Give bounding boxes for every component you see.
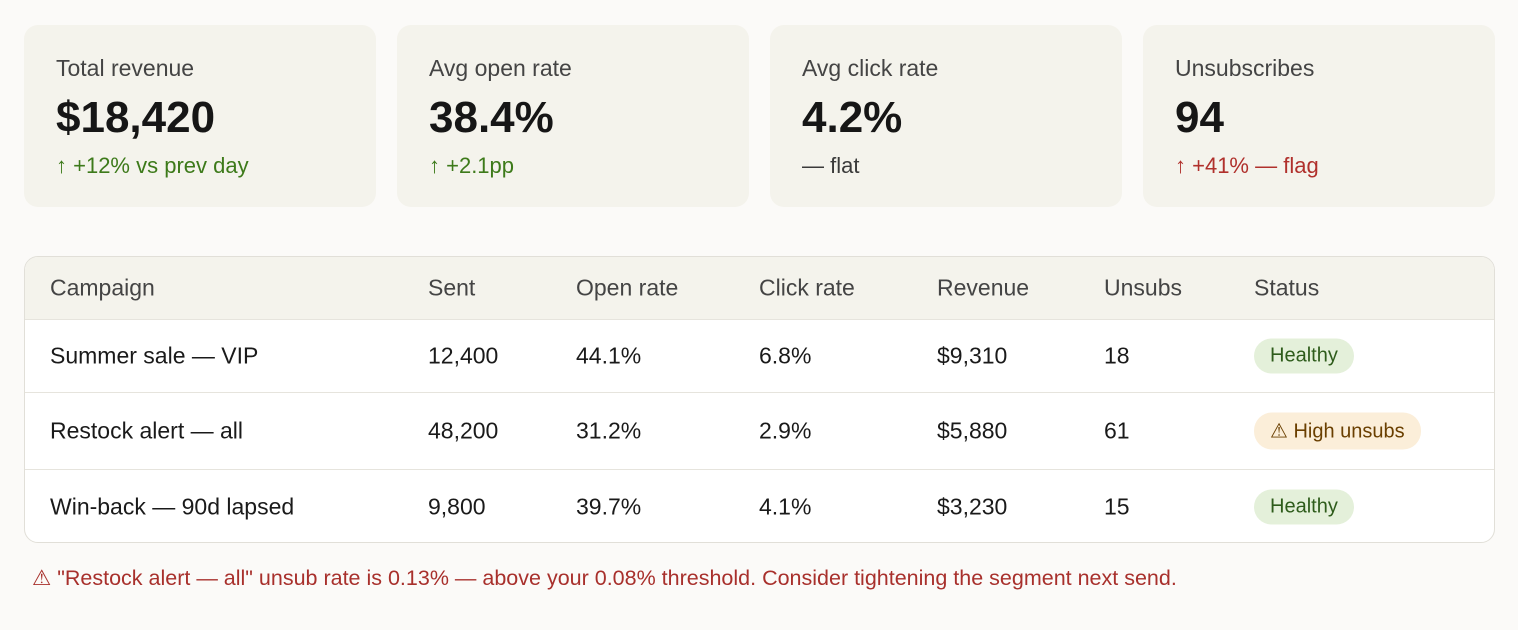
kpi-label: Unsubscribes (1175, 55, 1315, 81)
kpi-card: Avg open rate 38.4% ↑ +2.1pp (397, 25, 749, 207)
table-cell: 44.1% (576, 342, 642, 369)
table-row: Win-back — 90d lapsed 9,800 39.7% 4.1% $3,23… (25, 470, 1494, 542)
kpi-value: $18,420 (56, 93, 216, 142)
column-header: Unsubs (1104, 274, 1182, 301)
column-header: Click rate (759, 274, 855, 301)
column-header: Status (1254, 274, 1320, 301)
table-cell: $5,880 (937, 417, 1008, 444)
table-cell: 39.7% (576, 493, 642, 519)
table-header: Campaign Sent Open rate Click rate Revenue Un… (25, 257, 1494, 320)
table-cell: 61 (1104, 417, 1130, 444)
status-badge: Healthy (1254, 338, 1354, 374)
table-row: Restock alert — all 48,200 31.2% 2.9% $5,880… (25, 393, 1494, 470)
column-header: Revenue (937, 274, 1030, 301)
table-cell: $3,230 (937, 493, 1008, 519)
kpi-delta: ↑ +12% vs prev day (56, 153, 249, 178)
kpi-value: 4.2% (802, 93, 903, 142)
alert-message: ⚠ "Restock alert — all" unsub rate is 0.… (32, 566, 1177, 590)
column-header: Campaign (50, 274, 155, 301)
table-cell: Summer sale — VIP (50, 342, 259, 369)
kpi-value: 38.4% (429, 93, 554, 142)
table-cell: 4.1% (759, 493, 812, 519)
table-row: Summer sale — VIP 12,400 44.1% 6.8% $9,310 18… (25, 320, 1494, 393)
campaign-table: Campaign Sent Open rate Click rate Revenue Un… (24, 256, 1495, 543)
table-cell: 12,400 (428, 342, 499, 369)
kpi-delta: — flat (802, 153, 860, 178)
table-cell: Restock alert — all (50, 417, 244, 444)
kpi-label: Avg click rate (802, 55, 939, 81)
kpi-card: Avg click rate 4.2% — flat (770, 25, 1122, 207)
kpi-value: 94 (1175, 93, 1224, 142)
table-cell: 9,800 (428, 493, 486, 519)
status-badge: Healthy (1254, 489, 1354, 524)
kpi-label: Avg open rate (429, 55, 572, 81)
kpi-card: Unsubscribes 94 ↑ +41% — flag (1143, 25, 1495, 207)
column-header: Sent (428, 274, 476, 301)
column-header: Open rate (576, 274, 679, 301)
kpi-label: Total revenue (56, 55, 195, 81)
table-cell: 18 (1104, 342, 1130, 369)
table-cell: 2.9% (759, 417, 812, 444)
table-cell: 48,200 (428, 417, 499, 444)
table-cell: 6.8% (759, 342, 812, 369)
status-badge: ⚠ High unsubs (1254, 412, 1421, 450)
kpi-delta: ↑ +41% — flag (1175, 153, 1319, 178)
table-cell: Win-back — 90d lapsed (50, 493, 295, 519)
table-cell: 31.2% (576, 417, 642, 444)
table-cell: 15 (1104, 493, 1130, 519)
table-cell: $9,310 (937, 342, 1008, 369)
kpi-delta: ↑ +2.1pp (429, 153, 515, 178)
kpi-card: Total revenue $18,420 ↑ +12% vs prev day (24, 25, 376, 207)
